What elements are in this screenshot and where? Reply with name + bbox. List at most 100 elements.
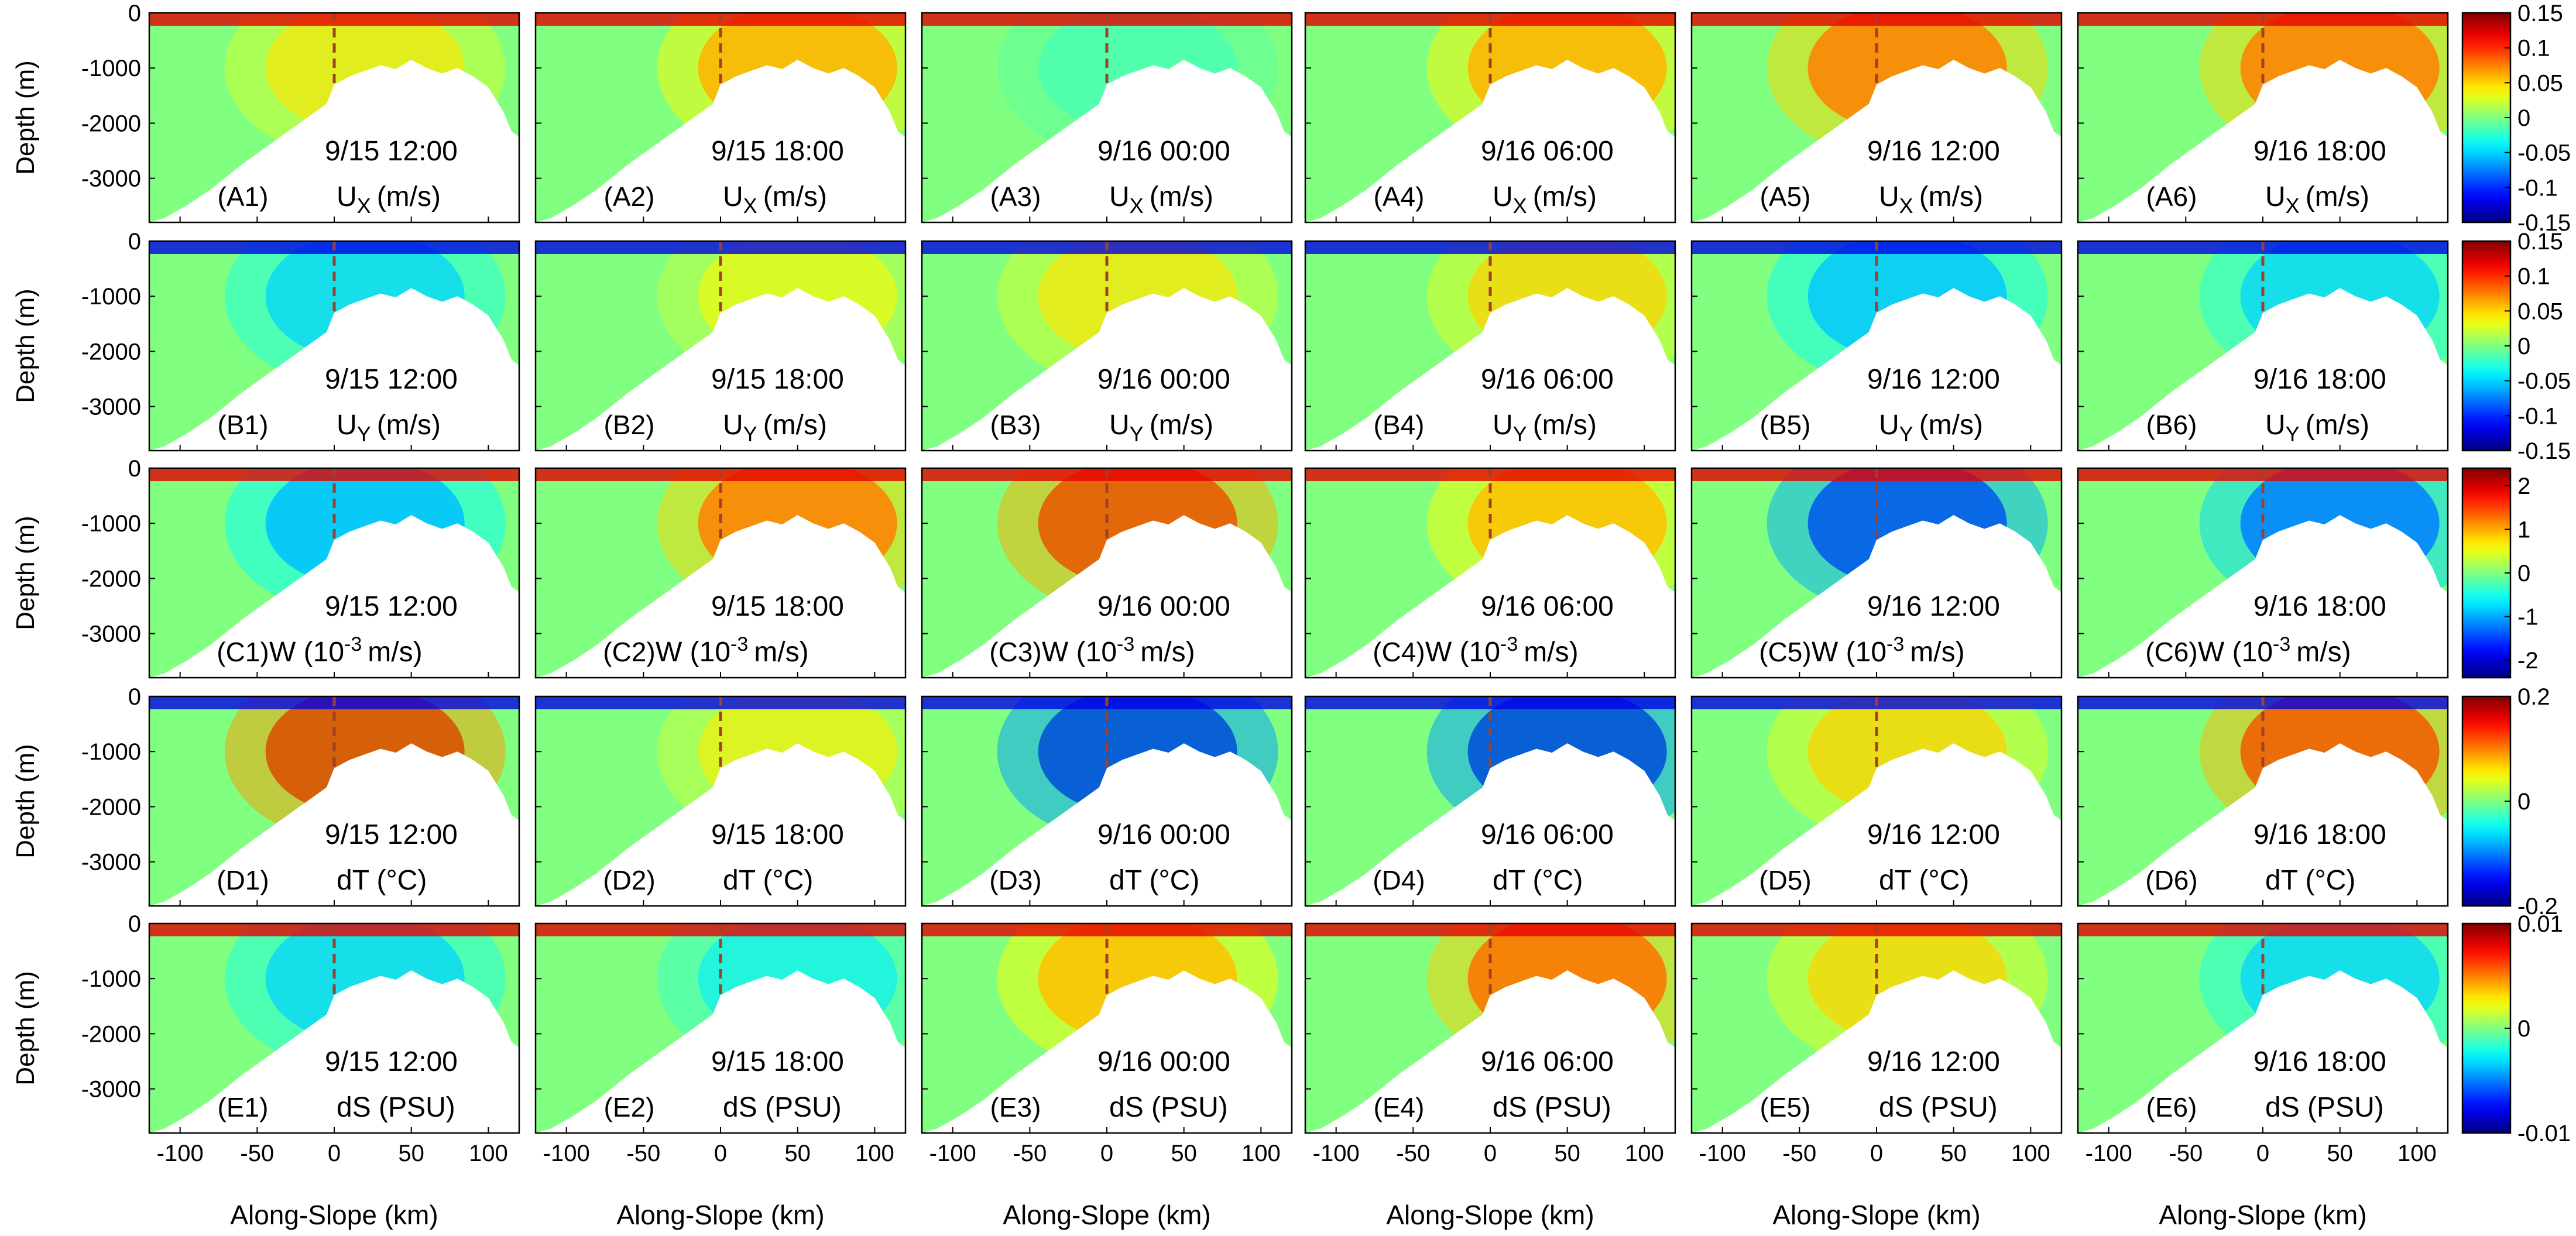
colorbar-tick-label: -0.1 <box>2517 403 2558 429</box>
y-tick-label: 0 <box>128 456 141 482</box>
x-axis-label: Along-Slope (km) <box>1003 1200 1210 1230</box>
panel-D5: 9/16 12:00 (D5) dT (°C) <box>1690 695 2063 907</box>
colorbar-tick-label: 0.1 <box>2517 264 2550 290</box>
seafloor-mask <box>1305 288 1675 451</box>
x-tick-label: 100 <box>2397 1141 2437 1166</box>
time-label: 9/16 06:00 <box>1481 136 1614 167</box>
time-label: 9/16 06:00 <box>1481 364 1614 395</box>
seafloor-mask <box>1692 288 2062 451</box>
variable-label: W (10-3 m/s) <box>269 633 423 668</box>
time-label: 9/15 12:00 <box>325 364 458 395</box>
panel-E1: 0 -1000 -2000 -3000 -100 -50 0 50 100 9/15 12:00 (… <box>81 911 520 1166</box>
x-tick-label: 50 <box>784 1141 811 1166</box>
y-tick-label: 0 <box>128 911 141 937</box>
variable-label: UX (m/s) <box>2265 181 2369 218</box>
time-label: 9/16 00:00 <box>1097 136 1230 167</box>
x-tick-label: -50 <box>626 1141 660 1166</box>
seafloor-mask <box>149 970 519 1133</box>
time-label: 9/15 18:00 <box>711 364 844 395</box>
variable-label: dT (°C) <box>1879 865 1969 896</box>
x-tick-label: 0 <box>1870 1141 1883 1166</box>
x-tick-label: 100 <box>2011 1141 2050 1166</box>
x-tick-label: -100 <box>157 1141 204 1166</box>
seafloor-mask <box>1692 60 2062 222</box>
panel-id: (E5) <box>1760 1092 1811 1122</box>
panel-id: (B5) <box>1760 410 1811 440</box>
colorbar-E: 0.01 0 -0.01 <box>2461 911 2571 1146</box>
variable-label: UY (m/s) <box>1879 410 1983 446</box>
x-tick-label: 50 <box>1940 1141 1967 1166</box>
x-axis-label: Along-Slope (km) <box>616 1200 824 1230</box>
time-label: 9/16 12:00 <box>1867 364 2000 395</box>
variable-label: W (10-3 m/s) <box>1042 633 1195 668</box>
variable-label: UY (m/s) <box>337 410 441 446</box>
variable-label: UY (m/s) <box>1109 410 1213 446</box>
panel-A6: 9/16 18:00 (A6) UX (m/s) <box>2077 12 2449 224</box>
seafloor-mask <box>536 743 905 906</box>
colorbar-tick-label: -0.1 <box>2517 175 2558 201</box>
panel-id: (A6) <box>2146 181 2197 212</box>
seafloor-mask <box>149 288 519 451</box>
variable-label: UY (m/s) <box>1493 410 1597 446</box>
panel-C2: 9/15 18:00 (C2) W (10-3 m/s) <box>534 467 907 679</box>
panel-id: (C3) <box>989 637 1041 667</box>
y-tick-label: 0 <box>128 1 141 26</box>
colorbar-tick-label: 0.1 <box>2517 36 2550 61</box>
x-tick-label: 100 <box>1241 1141 1281 1166</box>
colorbar-D: 0.2 0 -0.2 <box>2461 684 2558 919</box>
seafloor-mask <box>922 515 1292 678</box>
time-label: 9/16 06:00 <box>1481 591 1614 622</box>
panel-id: (C5) <box>1759 637 1811 667</box>
panel-E4: -100 -50 0 50 100 9/16 06:00 (E4) dS (PSU) <box>1304 922 1676 1166</box>
panel-C4: 9/16 06:00 (C4) W (10-3 m/s) <box>1304 467 1676 679</box>
time-label: 9/16 00:00 <box>1097 819 1230 850</box>
variable-label: dS (PSU) <box>337 1092 455 1123</box>
y-tick-label: -3000 <box>81 850 141 876</box>
x-tick-label: -100 <box>929 1141 976 1166</box>
seafloor-mask <box>1305 60 1675 222</box>
colorbar-tick-label: -0.05 <box>2517 140 2571 166</box>
time-label: 9/16 18:00 <box>2253 136 2386 167</box>
variable-label: W (10-3 m/s) <box>1812 633 1965 668</box>
time-label: 9/16 18:00 <box>2253 364 2386 395</box>
panel-C3: 9/16 00:00 (C3) W (10-3 m/s) <box>921 467 1293 679</box>
y-tick-label: -1000 <box>81 284 141 310</box>
variable-label: dS (PSU) <box>1493 1092 1611 1123</box>
x-axis-label: Along-Slope (km) <box>1772 1200 1980 1230</box>
panel-id: (C1) <box>217 637 269 667</box>
panel-id: (E3) <box>990 1092 1041 1122</box>
variable-label: dS (PSU) <box>2265 1092 2384 1123</box>
panel-id: (D5) <box>1759 865 1811 895</box>
time-label: 9/16 06:00 <box>1481 1046 1614 1077</box>
seafloor-mask <box>1305 743 1675 906</box>
panel-id: (D4) <box>1373 865 1425 895</box>
panel-id: (B1) <box>218 410 269 440</box>
colorbar-tick-label: -0.15 <box>2517 438 2571 464</box>
y-axis-label: Depth (m) <box>11 971 40 1086</box>
time-label: 9/16 00:00 <box>1097 364 1230 395</box>
panel-id: (E1) <box>218 1092 269 1122</box>
y-tick-label: -1000 <box>81 56 141 81</box>
panel-C1: 0 -1000 -2000 -3000 9/15 12:00 (C1) W (10-3 m/s… <box>81 456 520 679</box>
time-label: 9/16 18:00 <box>2253 819 2386 850</box>
variable-label: W (10-3 m/s) <box>656 633 809 668</box>
panel-E3: -100 -50 0 50 100 9/16 00:00 (E3) dS (PSU) <box>921 922 1293 1166</box>
panel-A2: 9/15 18:00 (A2) UX (m/s) <box>534 12 907 224</box>
variable-label: UX (m/s) <box>337 181 441 218</box>
variable-label: dT (°C) <box>2265 865 2355 896</box>
y-tick-label: -3000 <box>81 166 141 192</box>
panel-A3: 9/16 00:00 (A3) UX (m/s) <box>921 12 1293 224</box>
time-label: 9/16 00:00 <box>1097 591 1230 622</box>
y-tick-label: -3000 <box>81 622 141 647</box>
panel-id: (B2) <box>604 410 655 440</box>
panel-D3: 9/16 00:00 (D3) dT (°C) <box>921 695 1293 907</box>
x-tick-label: 50 <box>1554 1141 1580 1166</box>
x-tick-label: -100 <box>1313 1141 1360 1166</box>
time-label: 9/15 18:00 <box>711 1046 844 1077</box>
time-label: 9/16 12:00 <box>1867 819 2000 850</box>
colorbar-B: 0.15 0.1 0.05 0 -0.05 -0.1 -0.15 <box>2461 229 2571 464</box>
x-tick-label: 0 <box>328 1141 341 1166</box>
variable-label: dT (°C) <box>1109 865 1199 896</box>
panel-B5: 9/16 12:00 (B5) UY (m/s) <box>1690 240 2063 452</box>
y-tick-label: -3000 <box>81 394 141 420</box>
